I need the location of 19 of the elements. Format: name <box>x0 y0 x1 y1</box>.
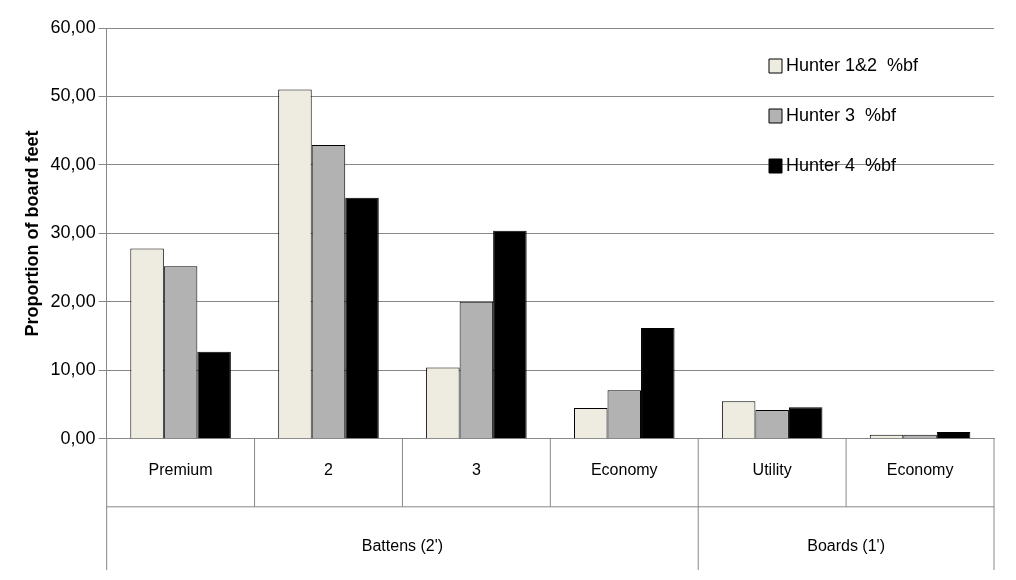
text: Battens (2') <box>361 537 444 555</box>
y-tick-label: 10,00 <box>50 359 96 380</box>
x-tick-label: Utility <box>752 460 792 478</box>
legend-label: Hunter 4 %bf <box>786 154 898 175</box>
y-tick-label: 60,00 <box>50 16 96 37</box>
y-tick-label: 50,00 <box>50 85 96 106</box>
y-tick-label: 30,00 <box>50 222 96 243</box>
x-tick-label: Economy <box>886 460 954 478</box>
x-tick-label: 3 <box>471 460 481 478</box>
legend-label: Hunter 1&2 %bf <box>786 54 920 75</box>
y-tick-label: 20,00 <box>50 290 96 311</box>
y-axis-title: Proportion of board feet <box>21 130 42 337</box>
x-tick-label: 2 <box>324 460 334 478</box>
text: Boards (1') <box>807 537 885 555</box>
legend-label: Hunter 3 %bf <box>786 104 898 125</box>
y-tick-label: 40,00 <box>50 153 96 174</box>
x-tick-label: Premium <box>148 460 213 478</box>
x-tick-label: Economy <box>590 460 658 478</box>
y-tick-label: 0,00 <box>60 427 96 448</box>
